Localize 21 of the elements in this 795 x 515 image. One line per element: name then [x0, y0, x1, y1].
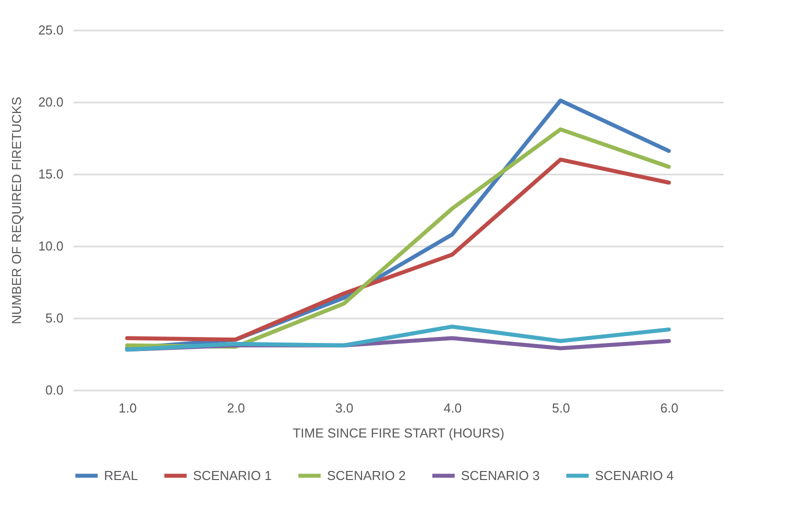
x-tick-label: 1.0 — [118, 400, 137, 416]
x-tick-label: 3.0 — [335, 400, 354, 416]
y-axis-title: NUMBER OF REQUIRED FIRETUCKS — [9, 96, 24, 324]
y-tick-label: 0.0 — [45, 382, 64, 398]
x-axis-title: TIME SINCE FIRE START (HOURS) — [292, 426, 504, 440]
y-tick-label: 5.0 — [45, 310, 64, 326]
x-tick-label: 5.0 — [552, 400, 570, 416]
legend-label: SCENARIO 2 — [327, 468, 406, 483]
x-tick-label: 2.0 — [226, 400, 246, 416]
y-tick-label: 25.0 — [38, 22, 64, 38]
legend-label: REAL — [104, 468, 138, 483]
legend-label: SCENARIO 4 — [595, 468, 674, 483]
y-tick-label: 10.0 — [38, 238, 64, 254]
x-tick-label: 6.0 — [660, 400, 678, 416]
y-tick-label: 20.0 — [38, 94, 64, 110]
x-tick-label: 4.0 — [444, 400, 462, 416]
y-tick-label: 15.0 — [38, 166, 64, 182]
legend-label: SCENARIO 1 — [193, 468, 272, 483]
legend-label: SCENARIO 3 — [461, 468, 540, 483]
line-series — [125, 158, 671, 342]
line-series — [125, 324, 671, 352]
